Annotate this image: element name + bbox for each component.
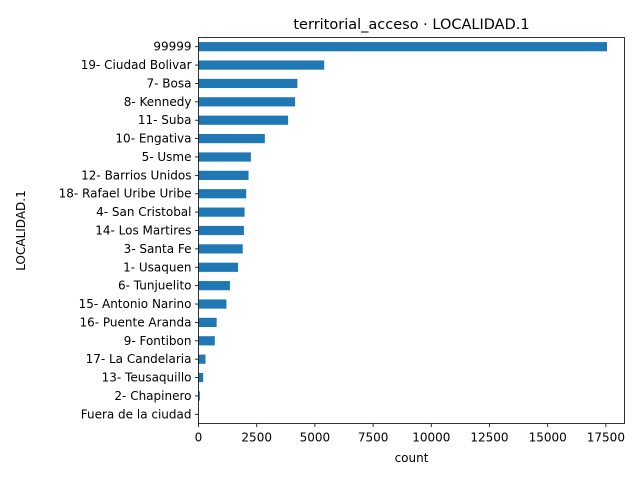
bar [198,60,325,70]
bar [198,391,200,401]
bar [198,336,215,346]
y-tick-label: 15- Antonio Narino [79,297,192,311]
bar [198,244,243,254]
bar [198,42,608,52]
bar [198,97,296,107]
y-tick-label: 13- Teusaquillo [102,371,192,385]
plot-frame [198,37,625,424]
y-tick-label: 8- Kennedy [124,95,192,109]
bar [198,78,298,89]
bars-group [198,42,608,419]
y-tick-label: 16- Puente Aranda [79,315,191,329]
bar [198,207,245,217]
y-tick-label: Fuera de la ciudad [81,407,192,421]
bar [198,170,249,180]
y-tick-label: 5- Usme [142,150,192,164]
x-tick-label: 12500 [470,431,508,445]
y-tick-label: 1- Usaquen [123,260,191,274]
y-tick-label: 19- Ciudad Bolivar [81,58,192,72]
x-tick-label: 17500 [587,431,625,445]
y-tick-label: 6- Tunjuelito [118,279,192,293]
x-tick-label: 10000 [412,431,450,445]
x-axis-label: count [395,451,429,465]
y-tick-label: 14- Los Martires [95,224,191,238]
bar [198,225,244,236]
x-tick-label: 15000 [529,431,567,445]
y-tick-label: 11- Suba [138,113,192,127]
y-axis-label: LOCALIDAD.1 [14,190,28,270]
bar [198,262,239,272]
chart-title: territorial_acceso · LOCALIDAD.1 [293,17,529,33]
bar [198,299,227,309]
y-tick-label: 99999 [153,40,191,54]
x-tick-label: 7500 [358,431,389,445]
y-tick-label: 18- Rafael Uribe Uribe [59,187,192,201]
bar [198,189,247,199]
y-tick-label: 9- Fontibon [124,334,192,348]
bar [198,115,289,125]
x-tick-label: 5000 [300,431,331,445]
x-axis-ticks: 0 2500 5000 7500 10000 12500 15000 17500 [195,423,625,445]
bar [198,152,251,162]
y-tick-label: 2- Chapinero [114,389,191,403]
bar [198,281,230,291]
y-tick-label: 10- Engativa [115,132,191,146]
y-tick-label: 17- La Candelaria [86,352,192,366]
y-tick-label: 12- Barrios Unidos [81,168,191,182]
bar [198,354,206,364]
y-tick-label: 7- Bosa [147,76,192,90]
bar [198,317,217,327]
y-axis-ticks: 99999 19- Ciudad Bolivar 7- Bosa 8- Kennedy… [59,40,199,421]
y-tick-label: 3- Santa Fe [124,242,192,256]
x-tick-label: 2500 [241,431,272,445]
bar [198,372,204,383]
y-tick-label: 4- San Cristobal [96,205,191,219]
x-tick-label: 0 [195,431,203,445]
bar [198,134,265,144]
